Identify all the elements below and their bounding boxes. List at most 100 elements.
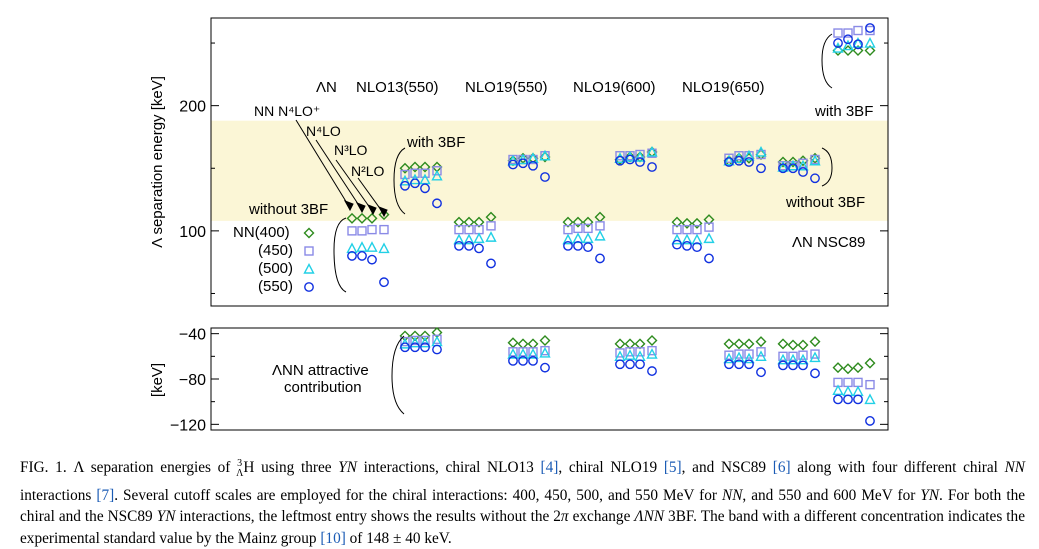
bottom-point-3-0 — [400, 342, 410, 353]
bottom-point-2-13 — [733, 351, 745, 363]
bottom-point-2-17 — [787, 353, 799, 365]
bottom-point-0-4 — [507, 337, 519, 349]
bottom-point-3-2 — [420, 342, 430, 353]
bottom-point-2-20 — [832, 384, 844, 396]
caption-ref5[interactable]: [5] — [663, 459, 682, 477]
top-point-3-29 — [734, 155, 744, 166]
top-point-3-31 — [756, 163, 766, 174]
top-point-0-10 — [473, 216, 485, 228]
top-point-0-3 — [378, 209, 390, 221]
bottom-point-3-5 — [518, 355, 528, 366]
figure-caption: FIG. 1. Λ separation energies of 3ΛH usi… — [20, 453, 1025, 549]
top-point-3-19 — [704, 253, 714, 264]
top-point-2-33 — [787, 159, 799, 171]
top-point-3-26 — [635, 157, 645, 167]
bottom-point-0-10 — [634, 338, 646, 350]
bottom-point-3-14 — [744, 359, 754, 370]
top-y-ticks: 100 200 — [179, 42, 888, 294]
top-point-3-37 — [843, 34, 853, 45]
legend-marker-0 — [303, 227, 315, 239]
top-point-1-2 — [367, 224, 377, 235]
caption-nn2: NN — [722, 486, 743, 504]
bottom-point-0-22 — [852, 362, 864, 374]
label-nn-n4lo-plus: NN N⁴LO⁺ — [254, 103, 320, 119]
bottom-point-0-12 — [723, 338, 735, 350]
top-point-0-2 — [366, 212, 378, 224]
bottom-tick-label-1: −80 — [179, 372, 206, 389]
top-point-1-15 — [595, 221, 605, 231]
top-point-2-23 — [539, 149, 551, 161]
top-point-3-10 — [474, 243, 484, 254]
group-label-nlo19-600: NLO19(600) — [573, 79, 656, 96]
bottom-point-2-19 — [809, 351, 821, 363]
bottom-point-1-0 — [400, 336, 410, 347]
bottom-point-1-3 — [432, 334, 442, 345]
top-point-2-10 — [473, 232, 485, 244]
top-point-3-39 — [865, 23, 875, 33]
top-point-2-28 — [723, 154, 735, 166]
caption-ref4[interactable]: [4] — [540, 459, 559, 477]
caption-text5: along with four different chiral — [790, 459, 1005, 477]
top-point-3-16 — [672, 239, 682, 250]
caption-ref10[interactable]: [10] — [320, 529, 346, 547]
bottom-point-3-20 — [833, 394, 843, 405]
top-point-0-1 — [356, 212, 368, 224]
bottom-data-marks — [399, 327, 876, 426]
caption-ref6[interactable]: [6] — [772, 459, 791, 477]
top-point-2-15 — [594, 229, 606, 241]
bottom-point-3-13 — [734, 359, 744, 370]
group-label-ln: ΛN — [316, 79, 337, 96]
top-point-0-9 — [463, 216, 475, 228]
label-nsc89: ΛN NSC89 — [792, 234, 865, 251]
top-point-3-4 — [400, 180, 410, 191]
caption-ref7[interactable]: [7] — [96, 486, 115, 504]
top-point-2-36 — [832, 42, 844, 53]
caption-text3: , chiral NLO19 — [558, 459, 664, 477]
label-n2lo: N²LO — [351, 163, 385, 179]
bottom-point-1-16 — [778, 351, 788, 362]
top-point-2-9 — [463, 233, 475, 245]
top-point-3-5 — [410, 178, 420, 189]
bottom-point-0-13 — [733, 338, 745, 350]
caption-text13: of 148 ± 40 keV. — [345, 529, 452, 547]
bottom-point-2-2 — [419, 336, 431, 348]
caption-text9: . For both the chiral and the NSC89 — [20, 486, 1026, 526]
bottom-point-1-18 — [798, 350, 808, 360]
bottom-point-1-6 — [528, 347, 538, 357]
top-point-1-27 — [647, 148, 657, 158]
bottom-point-2-14 — [743, 352, 755, 364]
caption-pi: π — [560, 508, 569, 526]
top-point-2-35 — [809, 154, 821, 166]
bottom-point-1-8 — [615, 348, 625, 358]
top-point-3-13 — [573, 240, 583, 251]
bottom-point-1-5 — [518, 347, 528, 357]
top-point-3-34 — [798, 167, 808, 177]
bottom-point-2-12 — [723, 352, 735, 364]
top-point-1-38 — [853, 25, 863, 36]
top-point-2-38 — [852, 37, 864, 48]
braces — [333, 33, 833, 293]
top-point-3-24 — [615, 155, 625, 166]
bottom-point-1-12 — [724, 350, 734, 360]
top-point-2-30 — [743, 149, 755, 161]
top-point-0-14 — [582, 216, 594, 228]
bottom-point-1-4 — [508, 347, 518, 357]
bottom-tick-label-2: −120 — [170, 417, 206, 434]
legend-marker-2 — [303, 263, 315, 274]
top-point-2-25 — [624, 150, 636, 162]
bottom-point-2-23 — [864, 393, 876, 405]
bottom-point-1-11 — [647, 345, 657, 356]
legend-marker-3 — [304, 282, 314, 292]
top-point-3-27 — [647, 162, 657, 172]
bottom-point-0-9 — [624, 338, 636, 350]
bottom-point-2-7 — [539, 346, 551, 358]
bottom-point-2-5 — [517, 348, 529, 359]
bottom-point-0-1 — [409, 330, 421, 342]
top-point-2-29 — [733, 152, 745, 163]
top-point-3-6 — [420, 183, 430, 194]
top-point-1-4 — [400, 169, 410, 180]
bottom-point-2-15 — [755, 350, 767, 362]
bottom-point-1-10 — [635, 347, 645, 357]
top-point-3-9 — [464, 240, 474, 251]
top-tick-label-0: 100 — [179, 224, 206, 241]
